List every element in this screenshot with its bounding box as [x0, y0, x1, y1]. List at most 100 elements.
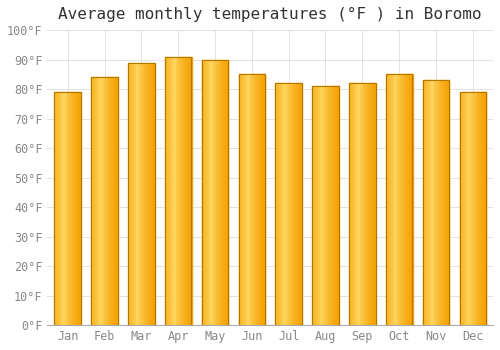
Bar	[466, 92, 467, 325]
Bar	[140, 63, 141, 325]
Bar	[367, 83, 368, 325]
Bar	[142, 63, 143, 325]
Bar	[399, 74, 400, 325]
Bar	[364, 83, 365, 325]
Bar	[170, 57, 171, 325]
Bar	[179, 57, 180, 325]
Bar	[386, 74, 388, 325]
Bar	[219, 60, 220, 325]
Bar	[154, 63, 155, 325]
Bar	[389, 74, 390, 325]
Bar	[338, 86, 339, 325]
Bar	[294, 83, 296, 325]
Bar	[178, 57, 179, 325]
Bar	[132, 63, 134, 325]
Bar	[75, 92, 76, 325]
Bar	[326, 86, 327, 325]
Bar	[92, 77, 118, 325]
Bar	[227, 60, 228, 325]
Bar	[401, 74, 402, 325]
Bar	[96, 77, 98, 325]
Bar	[174, 57, 175, 325]
Bar	[103, 77, 104, 325]
Bar	[400, 74, 402, 325]
Bar	[165, 57, 192, 325]
Bar	[115, 77, 116, 325]
Bar	[402, 74, 404, 325]
Bar	[264, 74, 266, 325]
Bar	[165, 57, 166, 325]
Bar	[290, 83, 292, 325]
Bar	[316, 86, 317, 325]
Bar	[438, 80, 439, 325]
Bar	[110, 77, 112, 325]
Bar	[223, 60, 224, 325]
Bar	[78, 92, 79, 325]
Bar	[250, 74, 252, 325]
Bar	[263, 74, 264, 325]
Bar	[366, 83, 367, 325]
Bar	[468, 92, 469, 325]
Bar	[405, 74, 406, 325]
Bar	[432, 80, 433, 325]
Bar	[128, 63, 129, 325]
Bar	[434, 80, 436, 325]
Bar	[280, 83, 281, 325]
Bar	[477, 92, 478, 325]
Bar	[446, 80, 447, 325]
Bar	[221, 60, 222, 325]
Bar	[217, 60, 218, 325]
Bar	[440, 80, 441, 325]
Bar	[55, 92, 56, 325]
Bar	[349, 83, 350, 325]
Bar	[256, 74, 258, 325]
Bar	[216, 60, 217, 325]
Bar	[112, 77, 114, 325]
Bar	[321, 86, 322, 325]
Bar	[183, 57, 184, 325]
Bar	[64, 92, 65, 325]
Bar	[426, 80, 428, 325]
Bar	[398, 74, 400, 325]
Bar	[475, 92, 476, 325]
Bar	[391, 74, 392, 325]
Bar	[150, 63, 151, 325]
Bar	[406, 74, 408, 325]
Bar	[79, 92, 80, 325]
Bar	[144, 63, 146, 325]
Bar	[148, 63, 149, 325]
Bar	[390, 74, 392, 325]
Bar	[101, 77, 102, 325]
Bar	[114, 77, 116, 325]
Bar	[284, 83, 286, 325]
Bar	[222, 60, 223, 325]
Bar	[411, 74, 412, 325]
Bar	[226, 60, 227, 325]
Bar	[238, 74, 265, 325]
Bar	[72, 92, 73, 325]
Bar	[54, 92, 81, 325]
Bar	[68, 92, 69, 325]
Bar	[284, 83, 285, 325]
Bar	[213, 60, 214, 325]
Bar	[212, 60, 213, 325]
Bar	[358, 83, 359, 325]
Bar	[353, 83, 354, 325]
Bar	[465, 92, 466, 325]
Bar	[463, 92, 464, 325]
Bar	[73, 92, 74, 325]
Bar	[478, 92, 479, 325]
Bar	[99, 77, 100, 325]
Bar	[403, 74, 404, 325]
Bar	[442, 80, 444, 325]
Bar	[462, 92, 463, 325]
Bar	[408, 74, 410, 325]
Bar	[191, 57, 192, 325]
Bar	[169, 57, 170, 325]
Bar	[312, 86, 338, 325]
Bar	[371, 83, 372, 325]
Bar	[61, 92, 62, 325]
Title: Average monthly temperatures (°F ) in Boromo: Average monthly temperatures (°F ) in Bo…	[58, 7, 482, 22]
Bar	[448, 80, 450, 325]
Bar	[484, 92, 485, 325]
